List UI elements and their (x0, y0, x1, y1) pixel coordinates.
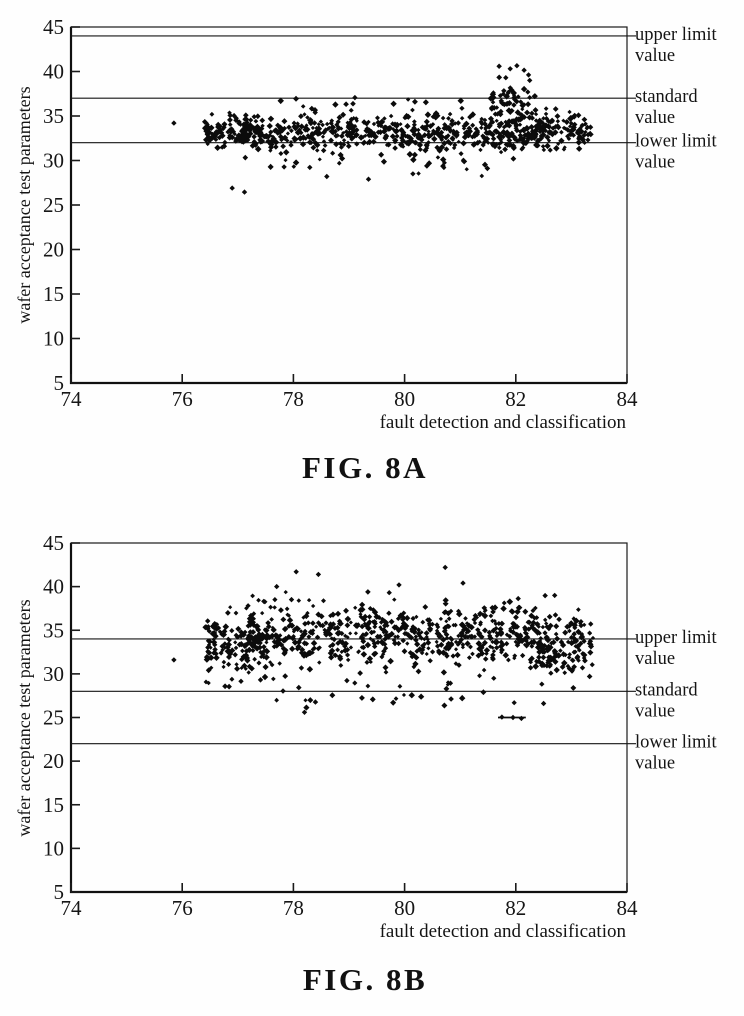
scatter-chart-8a: 74 76 78 80 82 84 5 10 15 20 25 30 35 40 45 upper limit… (14, 15, 718, 485)
y-tick-label: 45 (43, 531, 64, 555)
y-tick-label: 40 (43, 60, 64, 84)
y-tick-label: 30 (43, 149, 64, 173)
x-tick-label: 78 (283, 896, 304, 920)
y-tick-label: 25 (43, 193, 64, 217)
x-tick-label: 84 (617, 387, 639, 411)
y-tick-label: 35 (43, 618, 64, 642)
reference-line-label: upper limit (635, 25, 718, 45)
x-tick-label: 78 (283, 387, 304, 411)
plot-area-8b: 74 76 78 80 82 84 5 10 15 20 25 30 35 40 45 upper limit… (43, 531, 718, 920)
y-tick-label: 20 (43, 238, 64, 262)
reference-line-label: value (635, 701, 675, 721)
reference-line-label: upper limit (635, 628, 718, 648)
reference-line-label: value (635, 649, 675, 669)
plot-frame (70, 26, 628, 384)
y-tick-label: 35 (43, 104, 64, 128)
reference-line-label: standard (635, 87, 698, 107)
x-tick-label: 82 (505, 387, 526, 411)
reference-line-label: value (635, 153, 675, 173)
x-tick-label: 74 (61, 896, 83, 920)
reference-line-label: standard (635, 680, 698, 700)
figure-8b-block: 74 76 78 80 82 84 5 10 15 20 25 30 35 40 45 upper limit… (0, 500, 744, 1016)
axis-lines (69, 27, 627, 385)
reference-line-label: lower limit (635, 733, 718, 753)
reference-line-label: value (635, 754, 675, 774)
y-tick-label: 20 (43, 749, 64, 773)
y-axis-title: wafer acceptance test parameters (14, 599, 34, 836)
x-axis-title: fault detection and classification (380, 412, 627, 433)
reference-line-label: lower limit (635, 132, 718, 152)
y-tick-label: 15 (43, 793, 64, 817)
y-axis-title: wafer acceptance test parameters (14, 86, 34, 323)
x-tick-label: 76 (172, 387, 193, 411)
y-tick-label: 5 (54, 880, 65, 904)
y-tick-label: 40 (43, 575, 64, 599)
scatter-points (171, 564, 596, 722)
x-axis-title: fault detection and classification (380, 921, 627, 942)
reference-line-label: value (635, 46, 675, 66)
x-tick-label: 76 (172, 896, 193, 920)
y-tick-label: 15 (43, 282, 64, 306)
y-tick-label: 45 (43, 15, 64, 39)
x-tick-label: 82 (505, 896, 526, 920)
y-tick-label: 30 (43, 662, 64, 686)
y-tick-label: 5 (54, 371, 65, 395)
x-tick-label: 80 (394, 896, 415, 920)
y-tick-label: 10 (43, 836, 64, 860)
y-tick-label: 25 (43, 706, 64, 730)
figure-title: FIG. 8A (302, 450, 428, 485)
plot-area-8a: 74 76 78 80 82 84 5 10 15 20 25 30 35 40 45 upper limit… (43, 15, 718, 411)
x-tick-label: 84 (617, 896, 639, 920)
scatter-chart-8b: 74 76 78 80 82 84 5 10 15 20 25 30 35 40 45 upper limit… (14, 531, 718, 997)
y-tick-label: 10 (43, 327, 64, 351)
x-tick-label: 74 (61, 387, 83, 411)
figure-8a-block: 74 76 78 80 82 84 5 10 15 20 25 30 35 40 45 upper limit… (0, 0, 744, 500)
figure-title: FIG. 8B (303, 962, 427, 997)
scatter-points (171, 63, 594, 195)
x-tick-label: 80 (394, 387, 415, 411)
reference-line-label: value (635, 108, 675, 128)
